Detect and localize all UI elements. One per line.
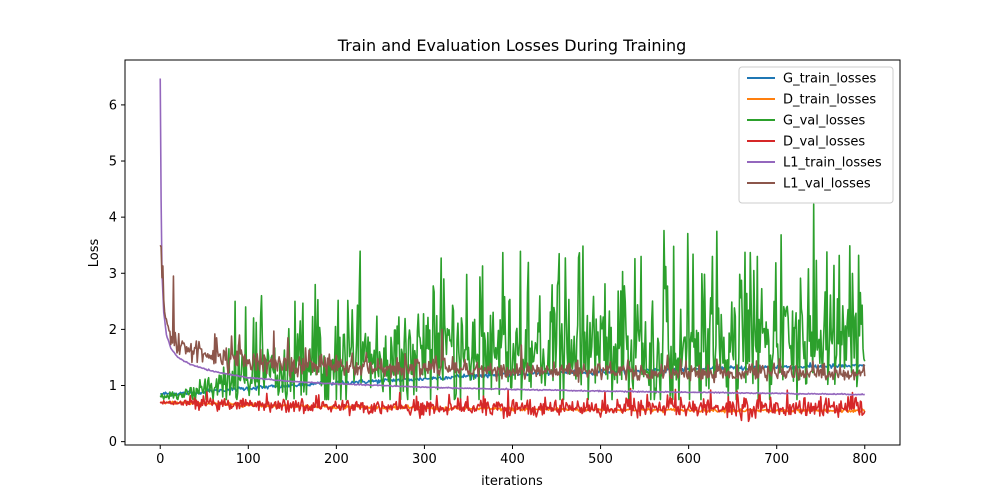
y-tick-label: 6 [109,98,117,113]
x-tick-label: 300 [412,452,437,467]
series-line-l1-train-losses [159,78,865,396]
legend: G_train_losses D_train_losses G_val_losses… [738,66,894,204]
y-tick-label: 2 [109,323,117,338]
y-tick-label: 1 [109,379,117,394]
y-tick-label: 5 [109,155,117,170]
x-axis: 0 100 200 300 400 500 600 700 800 [156,445,877,467]
x-tick-label: 400 [500,452,525,467]
x-tick-label: 200 [324,452,349,467]
series-line-l1-val-losses [159,244,866,384]
legend-label: D_train_losses [783,93,876,108]
series-layer [159,78,866,423]
legend-label: G_val_losses [783,114,865,129]
y-axis: 0 1 2 3 4 5 6 [109,98,125,450]
x-axis-label: iterations [481,474,543,489]
series-line-g-val-losses [159,203,866,401]
y-tick-label: 0 [109,435,117,450]
legend-box [738,66,894,204]
legend-label: G_train_losses [783,72,876,87]
x-tick-label: 500 [588,452,613,467]
y-tick-label: 4 [109,211,117,226]
legend-label: D_val_losses [783,135,865,150]
legend-label: L1_train_losses [783,156,882,171]
x-tick-label: 800 [852,452,877,467]
x-tick-label: 700 [764,452,789,467]
y-axis-label: Loss [87,239,102,268]
legend-label: L1_val_losses [783,177,871,192]
x-tick-label: 100 [236,452,261,467]
chart-title: Train and Evaluation Losses During Train… [337,36,687,55]
x-tick-label: 600 [676,452,701,467]
series-line-d-val-losses [159,387,866,423]
y-tick-label: 3 [109,267,117,282]
x-tick-label: 0 [156,452,164,467]
